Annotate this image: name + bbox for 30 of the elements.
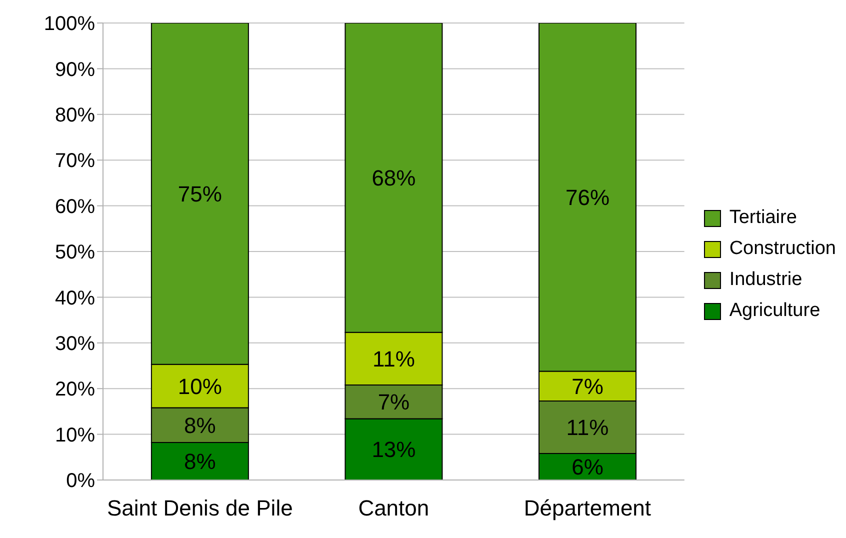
data-label: 68% [372, 166, 416, 191]
y-tick-label: 100% [44, 13, 96, 36]
data-label: 7% [378, 390, 410, 415]
data-label: 75% [178, 182, 222, 206]
data-label: 10% [178, 374, 222, 399]
legend-label: Tertiaire [729, 207, 797, 229]
x-tick-label: Canton [358, 496, 430, 521]
y-tick-label: 80% [54, 104, 96, 126]
y-tick-label: 10% [54, 424, 96, 446]
y-tick-label: 40% [54, 287, 96, 310]
y-tick-label: 50% [54, 242, 96, 264]
y-tick-label: 0% [66, 470, 96, 492]
legend-label: Agriculture [729, 300, 820, 322]
y-tick-label: 60% [54, 196, 96, 218]
data-label: 11% [566, 415, 609, 440]
y-tick-label: 30% [54, 333, 96, 355]
data-label: 6% [572, 454, 604, 480]
legend-label: Industrie [729, 269, 802, 291]
data-label: 8% [184, 412, 216, 438]
x-tick-label: Saint Denis de Pile [106, 496, 293, 521]
data-label: 11% [372, 346, 415, 372]
x-tick-label: Département [524, 496, 652, 521]
y-tick-label: 90% [54, 58, 96, 81]
data-label: 13% [372, 437, 416, 462]
data-label: 8% [184, 449, 216, 474]
y-tick-label: 20% [54, 378, 96, 401]
data-label: 76% [565, 184, 610, 210]
y-tick-label: 70% [54, 150, 96, 172]
data-label: 7% [572, 374, 604, 399]
legend-label: Construction [729, 238, 836, 260]
